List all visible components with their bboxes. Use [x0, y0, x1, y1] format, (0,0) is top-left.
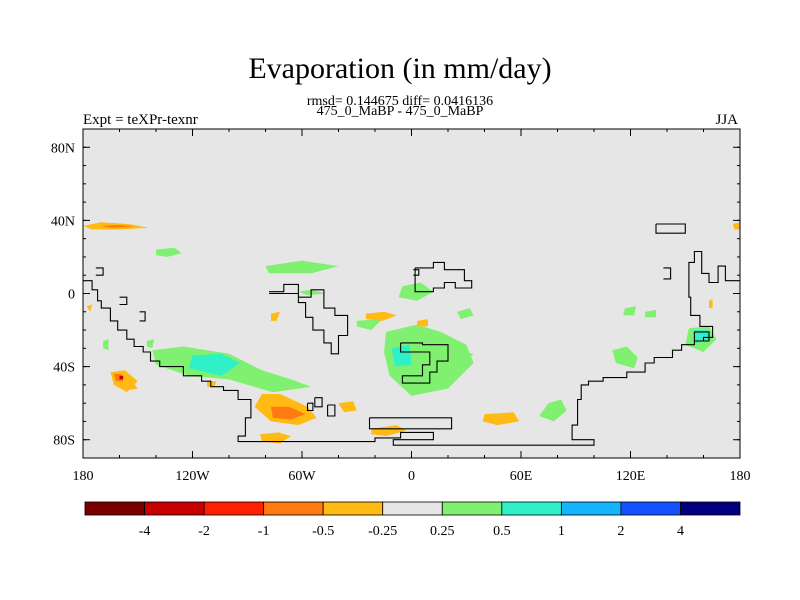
- colorbar-box-0: [84, 501, 145, 516]
- season-label: JJA: [715, 112, 738, 128]
- x-tick-label-4: 60E: [510, 469, 533, 484]
- coastline-atlantic-island-chain: [314, 397, 323, 408]
- contour-region-19: [539, 399, 567, 422]
- x-tick-label-2: 60W: [288, 469, 316, 484]
- colorbar-label-4: -0.25: [368, 524, 397, 539]
- contour-region-28: [119, 375, 124, 380]
- contour-region-33: [260, 432, 291, 444]
- contour-region-3: [156, 247, 182, 257]
- chart-title: Evaporation (in mm/day): [248, 52, 552, 85]
- contour-region-35: [371, 425, 406, 437]
- contour-region-16: [692, 330, 711, 343]
- coastline-pacific-island-w: [95, 267, 104, 276]
- chart-subtitle-stats: rmsd= 0.144675 diff= 0.0416136: [306, 94, 494, 109]
- coastline-atlantic-island-3: [306, 402, 314, 412]
- contour-region-17: [623, 306, 636, 316]
- coastline-pacific-island-w3: [139, 311, 146, 322]
- colorbar-label-7: 1: [558, 524, 565, 539]
- y-tick-label-0: 80N: [51, 141, 75, 156]
- y-tick-label-4: 80S: [53, 434, 75, 449]
- coastline-asia-island-1: [655, 223, 686, 234]
- colorbar-label-3: -0.5: [312, 524, 334, 539]
- experiment-label: Expt = teXPr-texnr: [83, 112, 198, 128]
- colorbar-box-7: [501, 501, 562, 516]
- contour-region-10: [356, 319, 383, 331]
- contour-region-14: [612, 346, 638, 369]
- contour-region-5: [298, 289, 326, 296]
- colorbar-box-5: [382, 501, 443, 516]
- contour-region-32: [271, 406, 306, 420]
- coastline-europe-islands: [413, 269, 420, 276]
- colorbar-box-9: [620, 501, 681, 516]
- colorbar-label-5: 0.25: [430, 524, 455, 539]
- coastline-north-africa-outline: [414, 261, 473, 293]
- contour-region-37: [709, 299, 713, 309]
- contour-region-34: [338, 401, 357, 413]
- contour-region-4: [265, 260, 339, 274]
- y-tick-label-3: 40S: [53, 361, 75, 376]
- contour-region-12: [391, 344, 412, 367]
- coastline-atlantic-island-2: [327, 404, 336, 417]
- contour-region-22: [86, 304, 93, 312]
- coastline-north-america-west-coast: [83, 250, 740, 446]
- y-tick-label-1: 40N: [51, 214, 75, 229]
- axis-ticks: 180 120W 60W 0 60E 120E 180 80N 40N 0 40S 80S: [51, 128, 751, 484]
- colorbar-label-1: -2: [198, 524, 210, 539]
- coastline-pacific-island-w2: [119, 296, 128, 306]
- colorbar-box-4: [322, 501, 384, 516]
- x-tick-label-0: 180: [73, 469, 94, 484]
- x-tick-label-3: 0: [408, 469, 415, 484]
- colorbar-label-2: -1: [258, 524, 270, 539]
- colorbar-box-2: [203, 501, 265, 516]
- colorbar-box-8: [560, 501, 622, 516]
- coastline-central-america-pocket: [269, 283, 349, 355]
- coastline-antarctic-shelf-box: [368, 417, 453, 430]
- colorbar-box-6: [441, 501, 503, 516]
- colorbar-label-6: 0.5: [493, 524, 511, 539]
- coastline-africa-cape-block: [400, 342, 449, 384]
- contour-region-24: [365, 311, 397, 321]
- contour-region-21: [146, 339, 155, 349]
- coastline-pacific-island-e: [693, 331, 710, 342]
- contour-region-23: [271, 311, 281, 321]
- colorbar-box-1: [144, 501, 205, 516]
- contour-region-13: [455, 350, 474, 363]
- contour-region-29: [123, 381, 138, 391]
- colorbar-box-10: [680, 501, 741, 516]
- x-tick-label-1: 120W: [175, 469, 210, 484]
- colorbar-label-9: 4: [677, 524, 684, 539]
- contour-region-2: [732, 222, 740, 230]
- contour-region-25: [417, 319, 428, 327]
- y-tick-label-2: 0: [68, 288, 75, 303]
- chart-case-label: 475_0_MaBP - 475_0_MaBP: [316, 104, 484, 119]
- contour-region-20: [103, 339, 109, 351]
- coastline-layer: [83, 223, 740, 446]
- contour-region-18: [645, 310, 656, 318]
- coastline-asia-island-2: [663, 267, 672, 280]
- contour-region-7: [457, 308, 474, 320]
- colorbar: -4 -2 -1 -0.5 -0.25 0.25 0.5 1 2 4: [84, 501, 741, 539]
- x-tick-label-5: 120E: [616, 469, 646, 484]
- colorbar-label-8: 2: [617, 524, 624, 539]
- contour-region-1: [101, 225, 135, 228]
- contour-region-30: [207, 381, 217, 387]
- colorbar-box-3: [263, 501, 324, 516]
- contour-region-9: [188, 353, 240, 376]
- colorbar-label-0: -4: [139, 524, 151, 539]
- x-tick-label-6: 180: [730, 469, 751, 484]
- contour-region-36: [482, 412, 520, 426]
